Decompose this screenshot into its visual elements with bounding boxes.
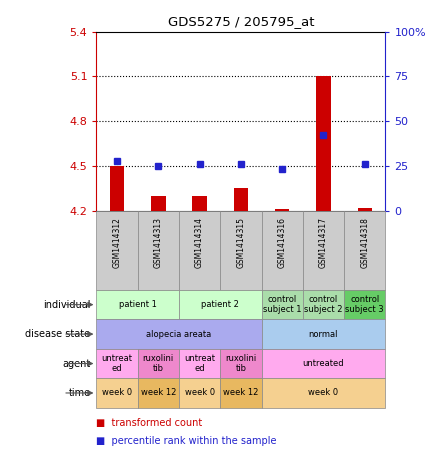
Text: ruxolini
tib: ruxolini tib [143,354,174,373]
Bar [357,207,372,211]
Bar [179,349,220,378]
Bar [138,378,179,408]
Text: week 0: week 0 [102,389,132,397]
Bar [303,290,344,319]
Text: GSM1414316: GSM1414316 [278,217,287,268]
Bar [344,211,385,290]
Text: control
subject 3: control subject 3 [346,295,384,314]
Bar [96,211,138,290]
Bar [261,319,385,349]
Text: normal: normal [309,330,338,338]
Text: individual: individual [43,299,91,310]
Bar [275,209,290,211]
Text: untreat
ed: untreat ed [102,354,133,373]
Bar [316,77,331,211]
Text: week 0: week 0 [184,389,215,397]
Text: agent: agent [62,358,91,369]
Text: GSM1414314: GSM1414314 [195,217,204,268]
Text: alopecia areata: alopecia areata [146,330,212,338]
Bar [192,196,207,211]
Text: GSM1414313: GSM1414313 [154,217,163,268]
Text: GSM1414315: GSM1414315 [237,217,245,268]
Text: ruxolini
tib: ruxolini tib [225,354,257,373]
Bar [96,378,138,408]
Bar [96,349,138,378]
Text: GSM1414317: GSM1414317 [319,217,328,268]
Bar [261,211,303,290]
Bar [233,188,248,211]
Text: time: time [68,388,91,398]
Bar [96,290,179,319]
Text: GSM1414318: GSM1414318 [360,217,369,268]
Text: week 12: week 12 [223,389,258,397]
Text: week 12: week 12 [141,389,176,397]
Bar [96,319,261,349]
Text: patient 2: patient 2 [201,300,239,309]
Text: ■  transformed count: ■ transformed count [96,418,203,428]
Bar [344,290,385,319]
Title: GDS5275 / 205795_at: GDS5275 / 205795_at [168,15,314,28]
Text: disease state: disease state [25,329,91,339]
Bar [261,378,385,408]
Bar [220,378,261,408]
Bar [220,349,261,378]
Bar [179,211,220,290]
Text: control
subject 2: control subject 2 [304,295,343,314]
Bar [220,211,261,290]
Bar [138,211,179,290]
Text: GSM1414312: GSM1414312 [113,217,121,268]
Bar [179,290,261,319]
Text: untreated: untreated [303,359,344,368]
Bar [303,211,344,290]
Bar [179,378,220,408]
Text: untreat
ed: untreat ed [184,354,215,373]
Text: control
subject 1: control subject 1 [263,295,301,314]
Text: ■  percentile rank within the sample: ■ percentile rank within the sample [96,436,277,446]
Bar [261,349,385,378]
Text: patient 1: patient 1 [119,300,157,309]
Bar [110,166,124,211]
Text: week 0: week 0 [308,389,339,397]
Bar [138,349,179,378]
Bar [261,290,303,319]
Bar [151,196,166,211]
